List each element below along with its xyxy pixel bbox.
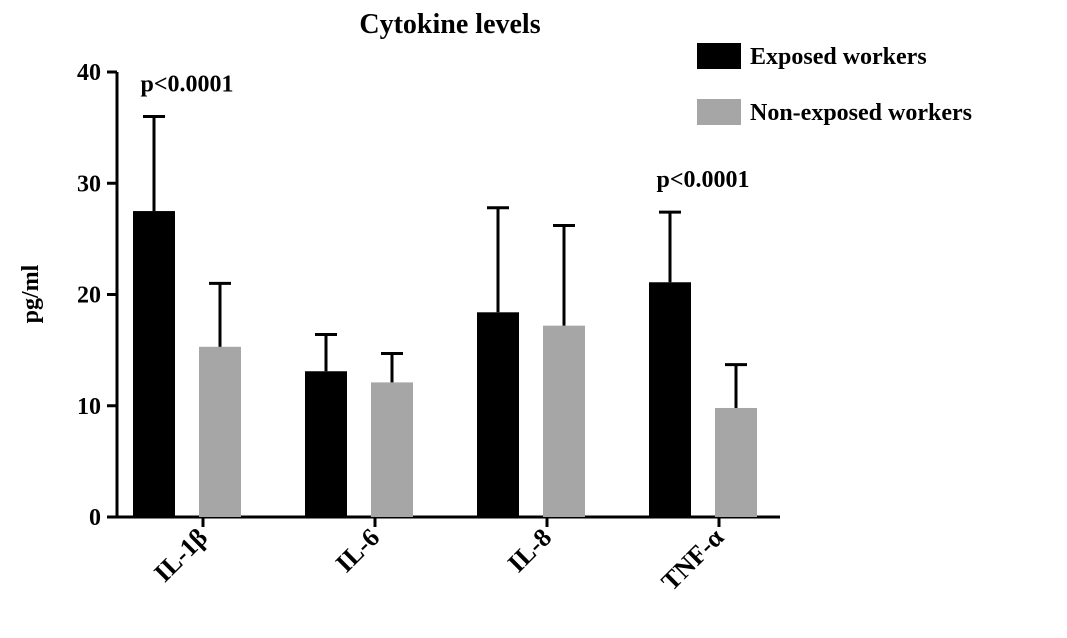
legend-swatch (697, 99, 741, 125)
bar (543, 325, 585, 517)
y-tick-label: 10 (77, 394, 101, 420)
chart-title: Cytokine levels (359, 9, 540, 40)
y-tick-label: 20 (77, 283, 101, 309)
plot-area: 0 10 20 30 40 IL-1β IL-6 IL-8 TNF-α p<0.0001 p<0.0… (77, 60, 780, 596)
legend-label: Non-exposed workers (750, 100, 972, 126)
bar (371, 382, 413, 517)
y-tick-label: 30 (77, 171, 101, 197)
p-value-annotation: p<0.0001 (656, 167, 749, 193)
legend-swatch (697, 43, 741, 69)
bar (199, 346, 241, 517)
y-axis-label: pg/ml (18, 264, 44, 323)
p-value-annotation: p<0.0001 (140, 72, 233, 98)
y-tick-label: 40 (77, 60, 101, 86)
legend: Exposed workers Non-exposed workers (697, 43, 972, 126)
legend-label: Exposed workers (750, 44, 927, 70)
x-tick-label: IL-8 (502, 523, 557, 578)
bar (477, 312, 519, 517)
bar (133, 211, 175, 517)
y-tick-label: 0 (89, 505, 101, 531)
bar (649, 282, 691, 517)
x-tick-label: IL-6 (330, 523, 385, 578)
bar (715, 407, 757, 517)
x-tick-label: IL-1β (148, 523, 213, 588)
bar (305, 371, 347, 517)
x-tick-label: TNF-α (656, 522, 730, 596)
